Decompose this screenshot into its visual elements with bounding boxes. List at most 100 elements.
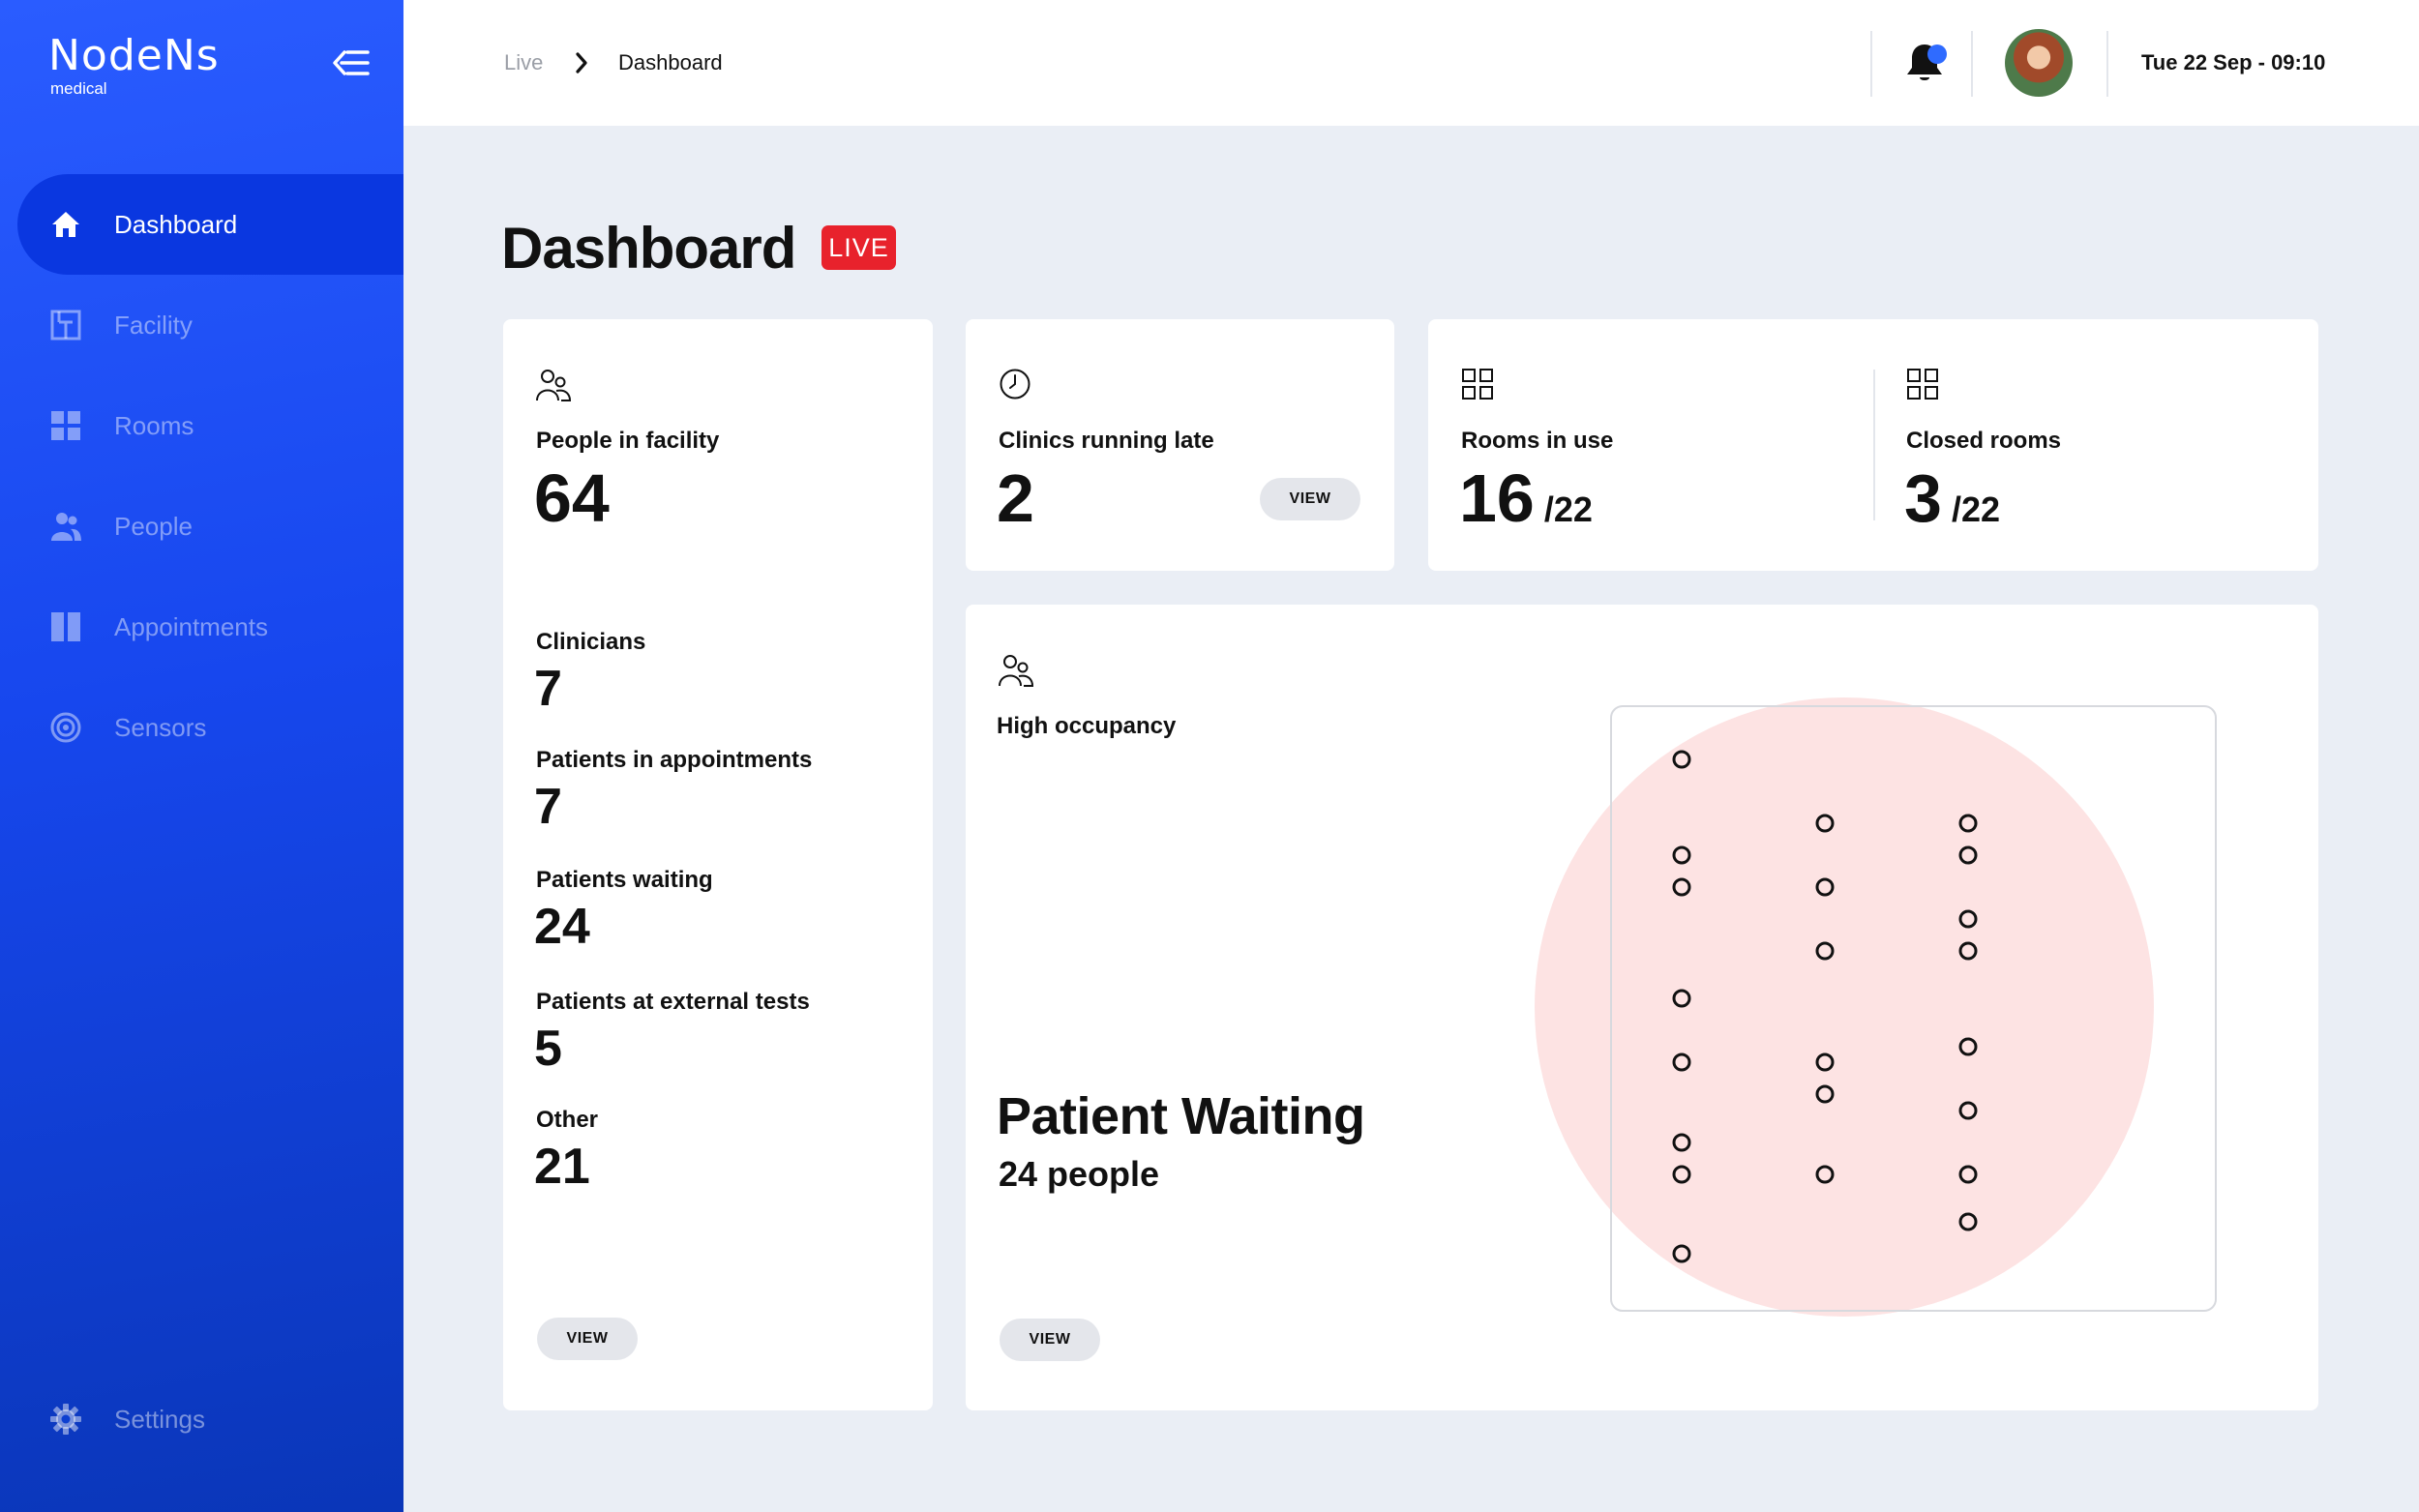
- breakdown-value: 21: [534, 1139, 590, 1195]
- occupancy-view-button[interactable]: VIEW: [1000, 1319, 1100, 1361]
- person-marker: [1672, 877, 1691, 897]
- facility-view-button[interactable]: VIEW: [537, 1318, 638, 1360]
- rooms-in-use-label: Rooms in use: [1461, 428, 1614, 454]
- people-in-facility-value: 64: [534, 460, 610, 536]
- sidebar-item-label: Rooms: [114, 410, 194, 440]
- person-markers: [1672, 750, 1978, 1263]
- sidebar-item-facility[interactable]: Facility: [0, 275, 403, 375]
- person-marker: [1672, 989, 1691, 1008]
- logo-subtext: medical: [50, 79, 107, 98]
- collapse-sidebar-button[interactable]: [331, 46, 372, 79]
- clinics-running-late-card: Clinics running late 2 VIEW: [966, 319, 1394, 571]
- person-marker: [1958, 1212, 1978, 1231]
- clinics-running-late-label: Clinics running late: [999, 428, 1214, 454]
- sidebar-item-label: Appointments: [114, 611, 268, 641]
- logo-text: NodeNs: [48, 31, 220, 80]
- sidebar-item-label: Dashboard: [114, 209, 238, 239]
- breakdown-label: Patients in appointments: [536, 747, 813, 773]
- people-outline-icon: [999, 655, 1034, 687]
- sidebar-item-label: Sensors: [114, 712, 207, 742]
- sidebar-nav: Dashboard Facility Rooms People Appointm…: [0, 174, 403, 778]
- person-marker: [1815, 1052, 1835, 1072]
- high-occupancy-label: High occupancy: [997, 713, 1177, 739]
- grid-outline-icon: [1462, 369, 1493, 400]
- clinics-view-button[interactable]: VIEW: [1260, 478, 1360, 520]
- person-marker: [1958, 814, 1978, 833]
- high-occupancy-card: High occupancy Patient Waiting 24 people…: [966, 605, 2318, 1410]
- person-marker: [1958, 1037, 1978, 1056]
- room-outline: [1610, 705, 2217, 1312]
- page-title: Dashboard: [501, 216, 796, 281]
- zone-name: Patient Waiting: [997, 1087, 1365, 1145]
- clinics-running-late-value: 2: [997, 460, 1034, 536]
- person-marker: [1672, 1165, 1691, 1184]
- breakdown-value: 7: [534, 779, 562, 835]
- person-marker: [1815, 877, 1835, 897]
- chevron-right-icon: [576, 52, 587, 74]
- closed-rooms-count: 3: [1904, 460, 1942, 536]
- breakdown-label: Clinicians: [536, 629, 646, 655]
- divider: [1971, 31, 1973, 97]
- sidebar-item-rooms[interactable]: Rooms: [0, 375, 403, 476]
- clock-icon: [1000, 369, 1030, 400]
- breakdown-label: Other: [536, 1107, 599, 1133]
- facility-icon: [48, 308, 83, 342]
- grid-icon: [48, 408, 83, 443]
- sidebar-item-sensors[interactable]: Sensors: [0, 677, 403, 778]
- logo: NodeNs medical: [48, 35, 220, 99]
- rooms-in-use-count: 16: [1459, 460, 1535, 536]
- person-marker: [1672, 1244, 1691, 1263]
- sidebar-item-label: Settings: [114, 1404, 205, 1434]
- person-marker: [1815, 814, 1835, 833]
- person-marker: [1672, 750, 1691, 769]
- sidebar-item-label: Facility: [114, 310, 193, 340]
- people-in-facility-card: People in facility 64 Clinicians 7 Patie…: [503, 319, 933, 1410]
- rooms-card: Rooms in use 16/22 Closed rooms 3/22: [1428, 319, 2318, 571]
- people-in-facility-label: People in facility: [536, 428, 720, 454]
- breakdown-value: 24: [534, 899, 590, 955]
- heat-zone: [1535, 697, 2154, 1317]
- breakdown-label: Patients waiting: [536, 867, 713, 893]
- person-marker: [1672, 1133, 1691, 1152]
- breadcrumb-root[interactable]: Live: [504, 50, 544, 74]
- gear-icon: [48, 1402, 83, 1437]
- person-marker: [1672, 845, 1691, 865]
- sidebar-item-label: People: [114, 511, 193, 541]
- collapse-menu-icon: [333, 50, 370, 75]
- rooms-in-use-total: /22: [1543, 489, 1593, 529]
- person-marker: [1815, 941, 1835, 961]
- closed-rooms-total: /22: [1951, 489, 2000, 529]
- current-datetime: Tue 22 Sep - 09:10: [2141, 50, 2326, 74]
- columns-icon: [48, 609, 83, 644]
- sidebar: NodeNs medical Dashboard Facility: [0, 0, 403, 1512]
- people-icon: [48, 509, 83, 544]
- person-marker: [1672, 1052, 1691, 1072]
- topbar: Live Dashboard Tue 22 Sep - 09:10: [403, 0, 2419, 126]
- breakdown-value: 5: [534, 1021, 562, 1077]
- zone-count: 24 people: [999, 1154, 1160, 1194]
- divider: [1873, 370, 1875, 520]
- people-outline-icon: [536, 370, 572, 401]
- divider: [2106, 31, 2108, 97]
- sidebar-item-dashboard[interactable]: Dashboard: [17, 174, 403, 275]
- person-marker: [1958, 1165, 1978, 1184]
- sidebar-item-people[interactable]: People: [0, 476, 403, 577]
- occupancy-map: [1535, 697, 2217, 1317]
- closed-rooms-value: 3/22: [1904, 464, 2000, 532]
- breadcrumb-current: Dashboard: [618, 50, 723, 74]
- breakdown-label: Patients at external tests: [536, 989, 810, 1015]
- home-icon: [48, 207, 83, 242]
- breakdown-value: 7: [534, 661, 562, 717]
- sidebar-item-appointments[interactable]: Appointments: [0, 577, 403, 677]
- rooms-in-use-value: 16/22: [1459, 464, 1593, 532]
- person-marker: [1958, 1101, 1978, 1120]
- person-marker: [1958, 909, 1978, 929]
- notification-dot: [1927, 44, 1947, 64]
- person-marker: [1958, 941, 1978, 961]
- sidebar-item-settings[interactable]: Settings: [0, 1369, 403, 1469]
- live-badge: LIVE: [821, 225, 896, 270]
- divider: [1870, 31, 1872, 97]
- closed-rooms-label: Closed rooms: [1906, 428, 2062, 454]
- avatar[interactable]: [2005, 29, 2073, 97]
- grid-outline-icon: [1907, 369, 1938, 400]
